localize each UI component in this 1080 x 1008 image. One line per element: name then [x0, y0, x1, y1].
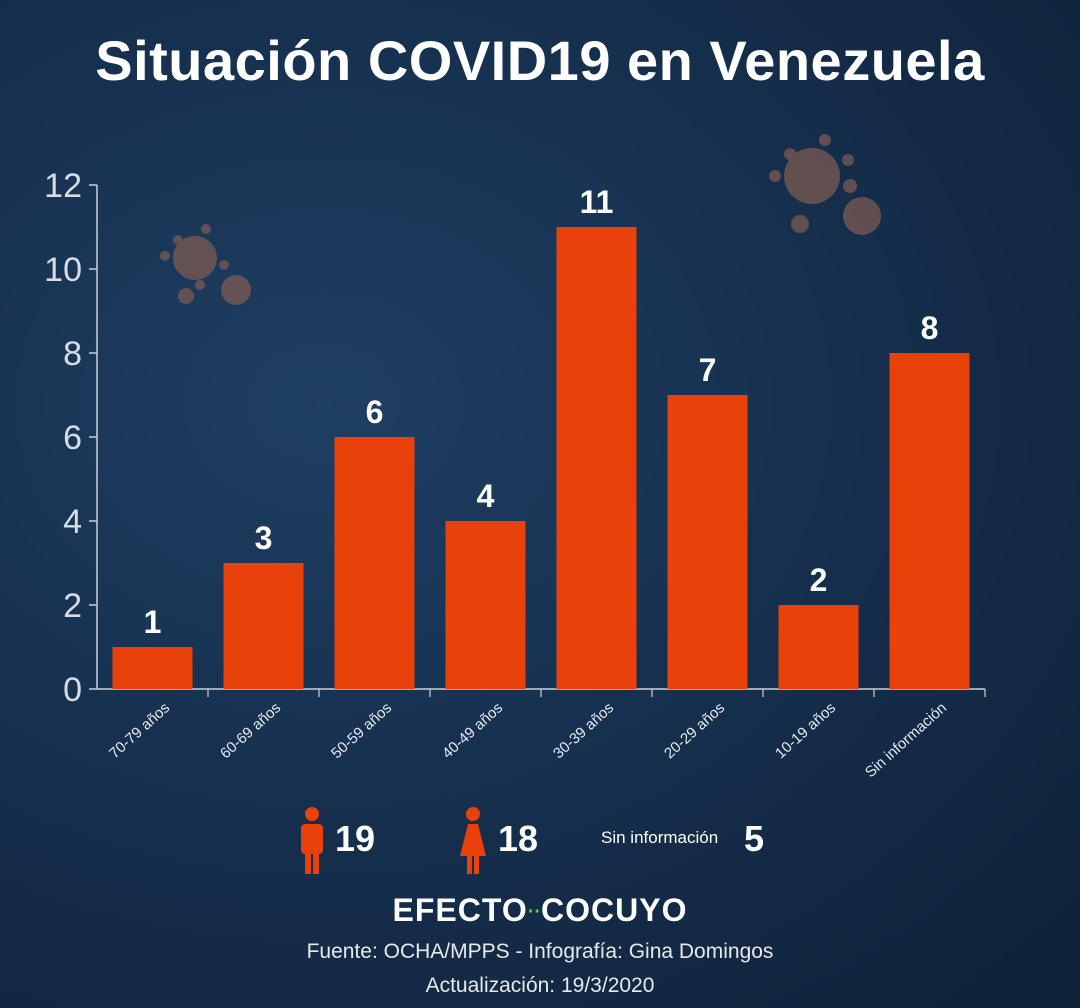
virus-decoration [160, 134, 881, 305]
y-tick-label: 10 [44, 251, 82, 289]
male-count: 19 [335, 818, 376, 859]
x-tick-label: 30-39 años [550, 699, 617, 762]
data-label: 1 [144, 604, 162, 640]
data-label: 8 [921, 310, 939, 346]
x-tick-label: 20-29 años [661, 699, 728, 762]
female-count: 18 [498, 818, 539, 859]
y-tick-label: 4 [63, 503, 82, 541]
data-label: 7 [699, 352, 717, 388]
virus-icon [160, 224, 251, 305]
brand-right: COCUYO [541, 892, 688, 928]
data-label: 6 [366, 394, 384, 430]
x-tick-label: 40-49 años [439, 699, 506, 762]
bar [445, 521, 526, 689]
bar [778, 605, 859, 689]
brand-dots: ·· [527, 901, 542, 924]
y-tick-label: 8 [63, 335, 82, 373]
x-tick-label: 70-79 años [106, 699, 173, 762]
bar [112, 647, 193, 689]
data-label: 11 [580, 184, 614, 220]
source-credit: Fuente: OCHA/MPPS - Infografía: Gina Dom… [306, 940, 774, 963]
bar [223, 563, 304, 689]
data-label: 4 [477, 478, 495, 514]
bar [334, 437, 415, 689]
bar [556, 227, 637, 689]
y-tick-label: 12 [44, 167, 82, 205]
female-icon [460, 807, 486, 874]
x-tick-label: 10-19 años [772, 699, 839, 762]
y-tick-label: 0 [63, 671, 82, 709]
data-label: 3 [255, 520, 273, 556]
x-tick-label: 50-59 años [328, 699, 395, 762]
unknown-gender-label: Sin información [601, 828, 719, 847]
x-tick-label: Sin información [862, 699, 950, 781]
virus-icon [769, 134, 881, 235]
unknown-gender-count: 5 [744, 818, 765, 859]
update-date: Actualización: 19/3/2020 [425, 974, 655, 997]
gender-legend: 19 18 Sin información 5 [0, 800, 1080, 880]
male-icon [301, 807, 323, 874]
brand-left: EFECTO [392, 892, 528, 928]
y-tick-label: 2 [63, 587, 82, 625]
bar [889, 353, 970, 689]
bar [667, 395, 748, 689]
data-label: 2 [810, 562, 828, 598]
y-tick-label: 6 [63, 419, 82, 457]
brand-logo: EFECTO··COCUYO [0, 892, 1080, 929]
x-tick-label: 60-69 años [217, 699, 284, 762]
page-title: Situación COVID19 en Venezuela [95, 29, 985, 92]
